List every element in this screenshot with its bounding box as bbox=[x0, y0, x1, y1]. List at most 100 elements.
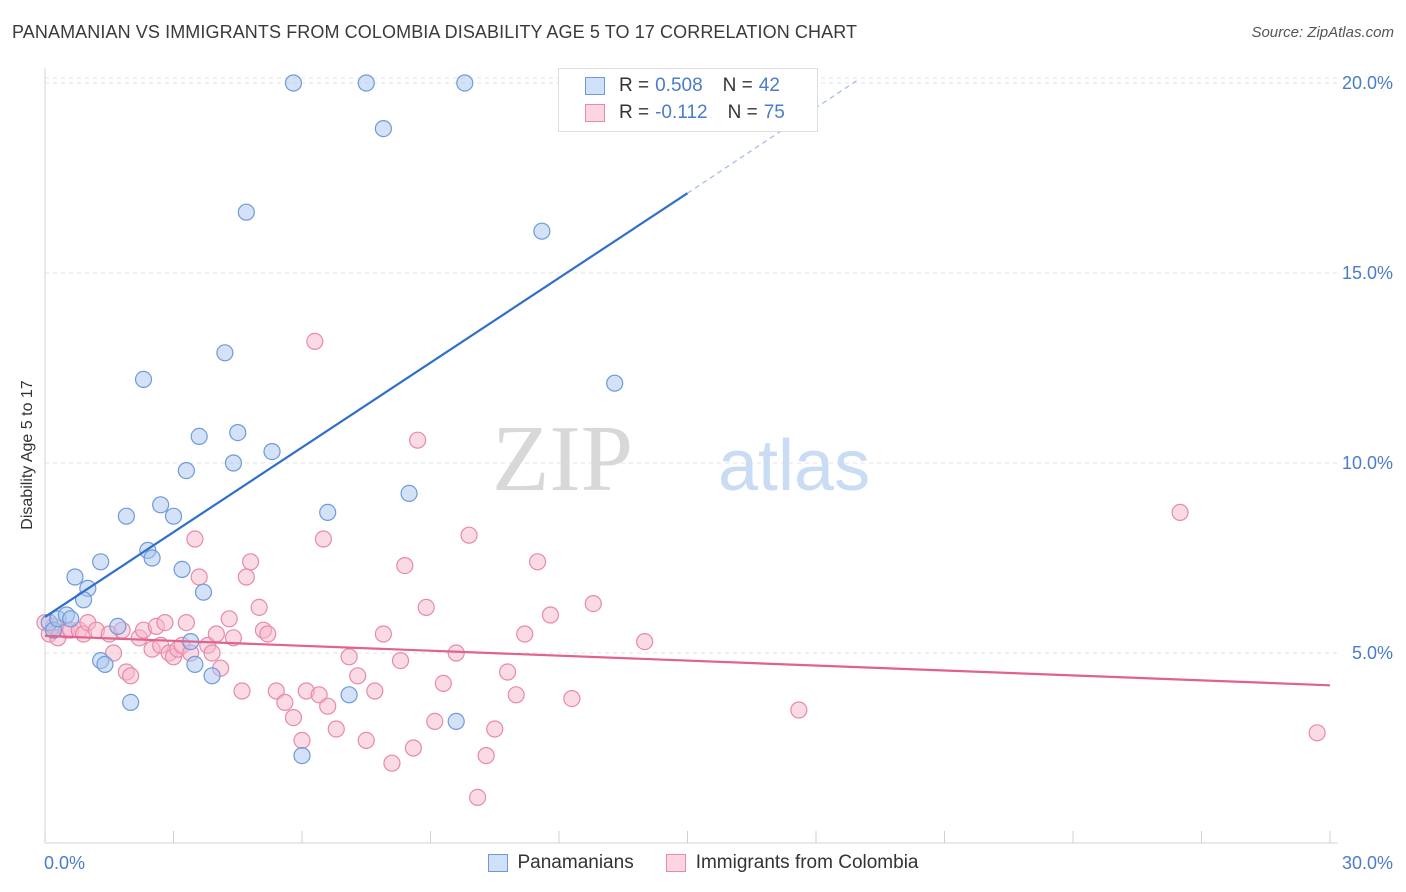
series-name: Panamanians bbox=[517, 852, 634, 873]
watermark-atlas: atlas bbox=[718, 426, 870, 506]
panamanian-point bbox=[533, 222, 551, 240]
legend-n-value: 75 bbox=[763, 102, 785, 123]
points-layer bbox=[36, 74, 1326, 807]
colombia-point bbox=[374, 625, 392, 643]
series-legend-colombia: Immigrants from Colombia bbox=[665, 852, 918, 874]
chart-title: PANAMANIAN VS IMMIGRANTS FROM COLOMBIA D… bbox=[12, 22, 858, 42]
y-tick-label: 5.0% bbox=[1352, 643, 1393, 663]
panamanian-point bbox=[357, 74, 375, 92]
colombia-point bbox=[477, 746, 495, 765]
colombia-point bbox=[250, 598, 268, 617]
panamanian-point bbox=[263, 443, 281, 461]
legend-r-value: -0.112 bbox=[655, 102, 708, 123]
colombia-point bbox=[790, 701, 808, 719]
legend-r-label: R = bbox=[619, 75, 650, 96]
series-legend: Panamanians Immigrants from Colombia bbox=[0, 852, 1406, 874]
colombia-point bbox=[366, 682, 384, 700]
panamanian-point bbox=[216, 344, 234, 362]
panamanian-point bbox=[96, 655, 114, 674]
watermark-zip: ZIP bbox=[492, 407, 633, 511]
colombia-point bbox=[259, 625, 277, 643]
colombia-point bbox=[541, 606, 560, 624]
colombia-point bbox=[237, 568, 255, 586]
panamanian-point bbox=[143, 549, 161, 567]
colombia-point bbox=[528, 553, 547, 571]
colombia-point bbox=[186, 530, 204, 548]
colombia-point bbox=[177, 613, 195, 632]
colombia-point bbox=[636, 632, 654, 651]
colombia-point bbox=[409, 431, 427, 449]
colombia-point bbox=[563, 689, 581, 708]
colombia-point bbox=[1171, 503, 1189, 522]
legend-row-panamanians: R = 0.508 N = 42 bbox=[585, 73, 780, 99]
panamanian-point bbox=[186, 655, 204, 674]
watermark: ZIP atlas bbox=[492, 407, 870, 511]
colombia-point bbox=[242, 553, 260, 571]
panamanian-point bbox=[164, 507, 183, 525]
panamanian-point bbox=[190, 427, 208, 445]
colombia-point bbox=[224, 629, 243, 647]
series-legend-panamanians: Panamanians bbox=[487, 852, 634, 874]
legend-swatch-blue bbox=[585, 77, 605, 95]
trend-layer bbox=[44, 78, 1331, 687]
panamanian-point bbox=[229, 424, 247, 442]
panamanian-point bbox=[447, 712, 465, 731]
colombia-point bbox=[327, 720, 345, 738]
y-tick-label: 20.0% bbox=[1342, 73, 1393, 93]
colombia-point bbox=[584, 594, 602, 613]
colombia-point bbox=[404, 739, 422, 757]
y-tick-label: 10.0% bbox=[1342, 453, 1393, 473]
colombia-point bbox=[190, 568, 208, 586]
colombia-point bbox=[314, 530, 333, 548]
colombia-point bbox=[220, 610, 238, 628]
x-tick-label: 30.0% bbox=[1342, 853, 1393, 873]
axis-layer bbox=[44, 68, 1338, 844]
colombia-point bbox=[293, 731, 311, 750]
series-swatch-pink bbox=[665, 854, 686, 872]
colombia-point bbox=[207, 625, 225, 643]
panamanian-point bbox=[109, 617, 127, 636]
panamanian-point bbox=[117, 507, 135, 525]
panamanian-point bbox=[173, 560, 191, 579]
colombia-point bbox=[357, 731, 375, 750]
panamanian-point bbox=[203, 667, 221, 685]
colombia-point bbox=[349, 667, 367, 685]
panamanian-point bbox=[400, 484, 418, 502]
panamanian-trend-line bbox=[44, 192, 689, 618]
panamanian-point bbox=[194, 583, 213, 601]
colombia-point bbox=[486, 720, 504, 738]
colombia-point bbox=[340, 648, 358, 666]
panamanian-point bbox=[66, 568, 84, 586]
panamanian-point bbox=[319, 503, 337, 522]
panamanian-point bbox=[152, 496, 170, 514]
legend-r-value: 0.508 bbox=[655, 75, 703, 96]
colombia-point bbox=[469, 788, 487, 807]
panamanian-point bbox=[293, 746, 311, 765]
panamanian-point bbox=[237, 203, 255, 221]
legend-row-colombia: R = -0.112 N = 75 bbox=[585, 100, 785, 126]
colombia-point bbox=[310, 686, 328, 704]
colombia-point bbox=[507, 686, 525, 704]
panamanian-point bbox=[374, 120, 392, 138]
colombia-point bbox=[516, 625, 534, 643]
label-layer: 5.0% 10.0% 15.0% 20.0% 0.0% 30.0% bbox=[44, 73, 1393, 873]
panamanian-point bbox=[456, 74, 474, 92]
panamanian-point bbox=[62, 610, 80, 628]
panamanian-point bbox=[92, 553, 110, 571]
panamanian-point bbox=[606, 374, 624, 392]
panamanian-point bbox=[177, 462, 195, 480]
colombia-point bbox=[417, 598, 435, 617]
y-tick-label: 15.0% bbox=[1342, 263, 1393, 283]
x-tick-label: 0.0% bbox=[44, 853, 85, 873]
colombia-point bbox=[284, 708, 303, 727]
colombia-point bbox=[396, 556, 414, 575]
colombia-point bbox=[391, 651, 410, 670]
correlation-legend: R = 0.508 N = 42 R = -0.112 N = 75 bbox=[558, 68, 818, 132]
colombia-trend-line bbox=[44, 634, 1331, 687]
colombia-point bbox=[499, 663, 517, 681]
legend-n-label: N = bbox=[722, 75, 753, 96]
legend-r-label: R = bbox=[619, 102, 650, 123]
panamanian-point bbox=[340, 686, 358, 704]
colombia-point bbox=[306, 332, 324, 350]
